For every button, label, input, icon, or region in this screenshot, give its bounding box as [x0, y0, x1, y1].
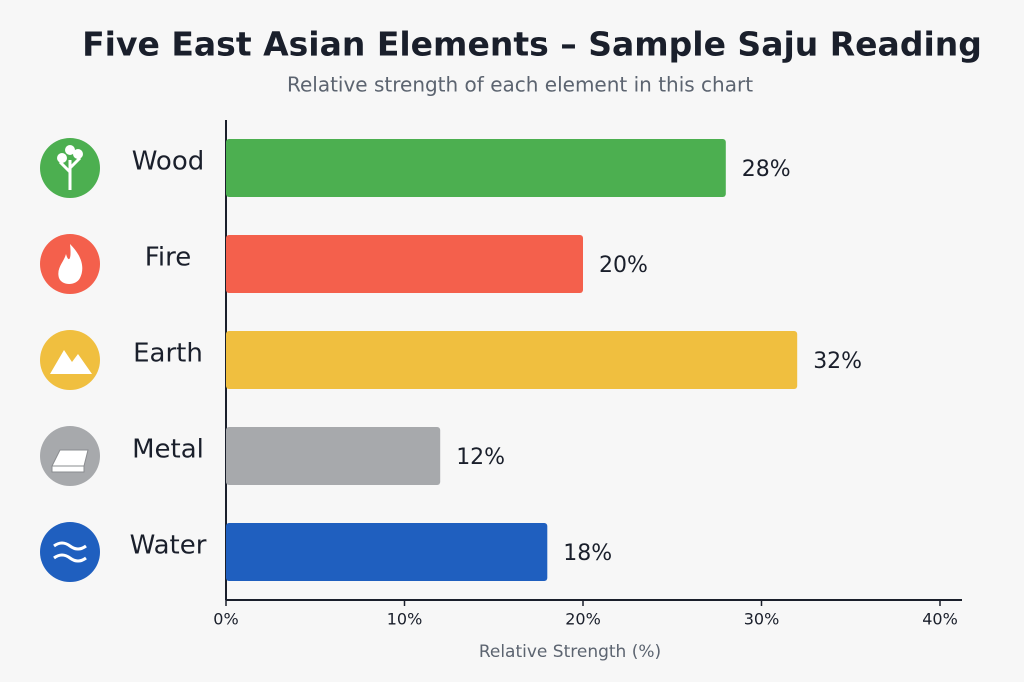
x-tick-label: 40%: [922, 610, 958, 629]
x-axis-label: Relative Strength (%): [479, 642, 661, 662]
earth-glyph: [50, 350, 92, 374]
category-label: Wood: [132, 147, 205, 177]
chart-subtitle: Relative strength of each element in thi…: [287, 73, 753, 97]
category-label: Fire: [145, 243, 191, 273]
wood-leaf: [73, 149, 83, 159]
value-label: 18%: [563, 541, 612, 566]
x-tick-label: 20%: [565, 610, 601, 629]
value-label: 32%: [813, 349, 862, 374]
bar: [226, 331, 798, 389]
wood-glyph: [58, 156, 82, 190]
x-tick-label: 30%: [744, 610, 780, 629]
icons: [40, 138, 100, 582]
water-glyph: [53, 541, 87, 563]
metal-glyph: [51, 449, 89, 473]
category-label: Earth: [133, 339, 203, 369]
x-tick-label: 10%: [387, 610, 423, 629]
wood-leaf: [57, 153, 67, 163]
value-label: 20%: [599, 253, 648, 278]
category-label: Water: [130, 531, 207, 561]
value-label: 28%: [742, 157, 791, 182]
category-label: Metal: [132, 435, 204, 465]
bar: [226, 427, 441, 485]
wood-leaf: [65, 145, 75, 155]
bar: [226, 523, 548, 581]
bar: [226, 235, 583, 293]
chart-title: Five East Asian Elements – Sample Saju R…: [82, 25, 982, 64]
value-label: 12%: [456, 445, 505, 470]
x-tick-label: 0%: [213, 610, 238, 629]
water-icon: [40, 522, 100, 582]
fire-glyph: [58, 244, 83, 284]
bar: [226, 139, 726, 197]
